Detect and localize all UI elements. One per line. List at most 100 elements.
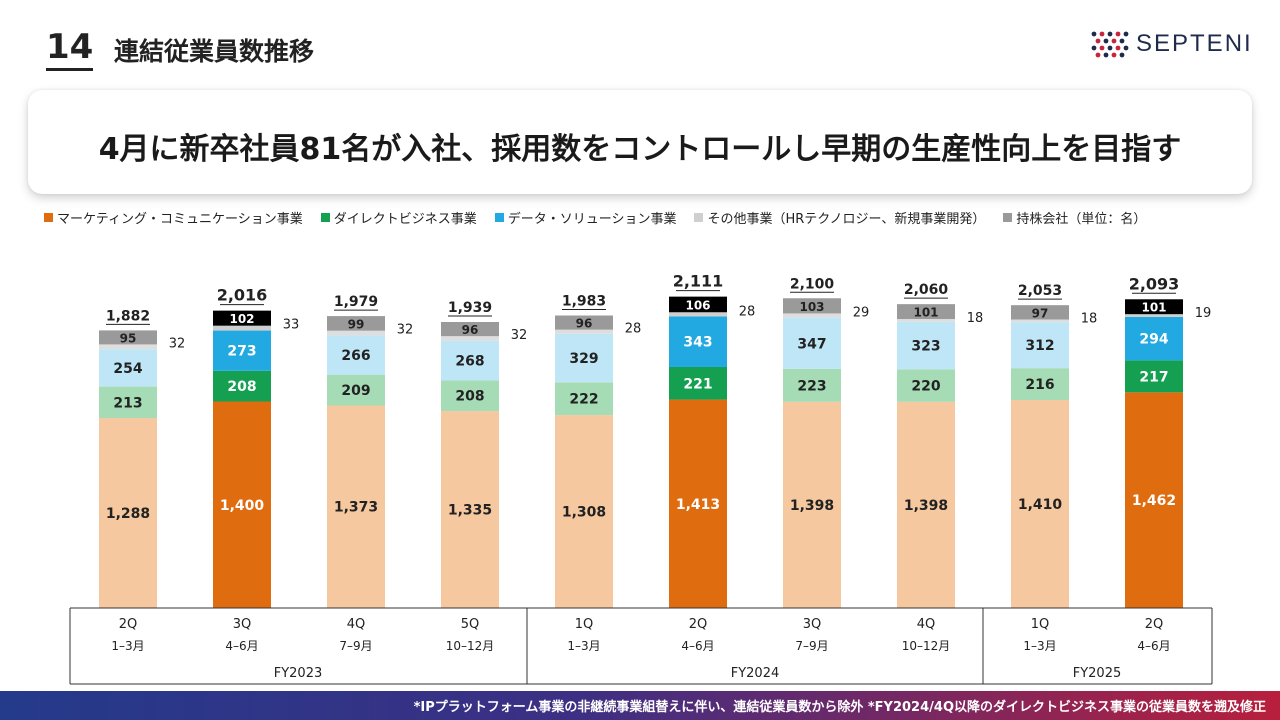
tick-label-months: 4–6月 (225, 639, 258, 653)
legend-item-holding: 持株会社（単位：名） (1003, 208, 1147, 227)
tick-label-quarter: 3Q (803, 617, 822, 632)
bar-segment-direct (897, 369, 955, 402)
data-label-holding: 96 (462, 323, 479, 337)
tick-label-months: 4–6月 (1137, 639, 1170, 653)
data-label-holding: 101 (1141, 301, 1166, 315)
bar-segment-data-solution (555, 333, 613, 383)
bar-segment-marketing (1011, 400, 1069, 608)
data-label-direct: 221 (683, 376, 712, 392)
bar-segment-holding (555, 315, 613, 330)
data-label-marketing: 1,413 (676, 497, 720, 513)
page-title: 連結従業員数推移 (114, 37, 315, 66)
data-label-other: 32 (511, 328, 528, 343)
data-label-marketing: 1,335 (448, 503, 492, 519)
bar-segment-marketing (555, 415, 613, 608)
data-label-direct: 213 (113, 395, 142, 411)
tick-label-months: 1–3月 (1023, 639, 1056, 653)
bar-segment-marketing (897, 401, 955, 608)
data-label-marketing: 1,410 (1018, 497, 1063, 513)
bar-segment-other (213, 325, 271, 331)
data-label-other: 18 (1081, 311, 1098, 326)
bar-segment-other (555, 329, 613, 334)
footer-note: *IPプラットフォーム事業の非継続事業組替えに伴い、連結従業員数から除外 *FY… (413, 700, 1266, 715)
total-label: 2,093 (1129, 274, 1180, 293)
bar-segment-other (1125, 314, 1183, 317)
bar-segment-direct (669, 366, 727, 400)
bar-segment-holding (1125, 299, 1183, 315)
data-label-other: 29 (853, 305, 870, 320)
data-label-marketing: 1,462 (1132, 493, 1176, 509)
bar-segment-other (1011, 319, 1069, 323)
headline-banner: 4月に新卒社員81名が入社、採用数をコントロールし早期の生産性向上を目指す (28, 90, 1252, 194)
bar-segment-data-solution (897, 321, 955, 370)
bar-segment-other (783, 313, 841, 318)
bar-segment-other (441, 336, 499, 341)
data-label-other: 33 (283, 318, 300, 333)
bar-segment-data-solution (1125, 316, 1183, 361)
bar-segment-direct (1125, 360, 1183, 393)
data-label-marketing: 1,398 (790, 498, 834, 514)
bar-segment-direct (783, 368, 841, 402)
data-label-data-solution: 266 (341, 348, 370, 364)
bar-segment-marketing (441, 411, 499, 608)
legend-swatch-data-solution (494, 212, 504, 222)
data-label-data-solution: 294 (1139, 332, 1168, 348)
bar-segment-data-solution (783, 317, 841, 369)
bar-segment-data-solution (669, 316, 727, 367)
total-label: 1,939 (448, 300, 492, 316)
tick-label-quarter: 3Q (233, 617, 252, 632)
tick-label-quarter: 5Q (461, 617, 480, 632)
legend-label-holding: 持株会社（単位：名） (1016, 211, 1147, 227)
bar-segment-direct (213, 370, 271, 402)
data-label-direct: 217 (1139, 369, 1168, 385)
logo-mark-icon (1091, 31, 1129, 58)
legend-item-direct: ダイレクトビジネス事業 (320, 208, 477, 227)
total-label: 2,053 (1018, 283, 1062, 299)
data-label-direct: 216 (1025, 377, 1054, 393)
data-label-marketing: 1,398 (904, 498, 948, 514)
bar-segment-holding (783, 298, 841, 314)
tick-label-quarter: 1Q (575, 617, 594, 632)
data-label-direct: 209 (341, 383, 370, 399)
bar-segment-data-solution (99, 349, 157, 387)
tick-label-quarter: 4Q (347, 617, 366, 632)
data-label-data-solution: 323 (911, 339, 940, 355)
legend-swatch-holding (1003, 212, 1013, 222)
legend-label-marketing: マーケティング・コミュニケーション事業 (57, 211, 303, 227)
data-label-other: 32 (397, 323, 414, 338)
tick-label-months: 4–6月 (681, 639, 714, 653)
legend-swatch-direct (320, 212, 330, 222)
data-label-direct: 220 (911, 379, 940, 395)
data-label-data-solution: 312 (1025, 338, 1054, 354)
data-label-direct: 223 (797, 378, 826, 394)
bar-segment-marketing (327, 405, 385, 608)
data-label-data-solution: 329 (569, 351, 598, 367)
data-label-holding: 103 (799, 300, 824, 314)
total-label: 1,983 (562, 294, 606, 310)
tick-label-months: 10–12月 (446, 639, 495, 653)
footer-bar: *IPプラットフォーム事業の非継続事業組替えに伴い、連結従業員数から除外 *FY… (0, 691, 1280, 720)
tick-label-quarter: 2Q (1145, 617, 1164, 632)
legend-swatch-other (694, 212, 704, 222)
tick-label-quarter: 1Q (1031, 617, 1050, 632)
total-label: 1,882 (106, 308, 150, 324)
chart-legend: マーケティング・コミュニケーション事業 ダイレクトビジネス事業 データ・ソリュー… (44, 208, 1147, 227)
tick-label-quarter: 2Q (119, 617, 138, 632)
data-label-other: 18 (967, 311, 984, 326)
data-label-holding: 97 (1032, 306, 1049, 320)
bar-segment-other (669, 312, 727, 317)
data-label-marketing: 1,373 (334, 500, 378, 516)
bar-segment-holding (213, 310, 271, 326)
data-label-data-solution: 343 (683, 335, 712, 351)
bar-segment-holding (327, 316, 385, 331)
data-label-other: 28 (739, 304, 756, 319)
data-label-holding: 102 (229, 312, 254, 326)
bar-segment-direct (327, 374, 385, 406)
data-label-marketing: 1,288 (106, 506, 150, 522)
page-number: 14 (46, 28, 94, 71)
total-label: 2,060 (904, 282, 949, 298)
data-label-data-solution: 347 (797, 336, 826, 352)
legend-label-data-solution: データ・ソリューション事業 (507, 211, 677, 227)
bar-segment-marketing (213, 401, 271, 608)
data-label-holding: 96 (576, 317, 593, 331)
